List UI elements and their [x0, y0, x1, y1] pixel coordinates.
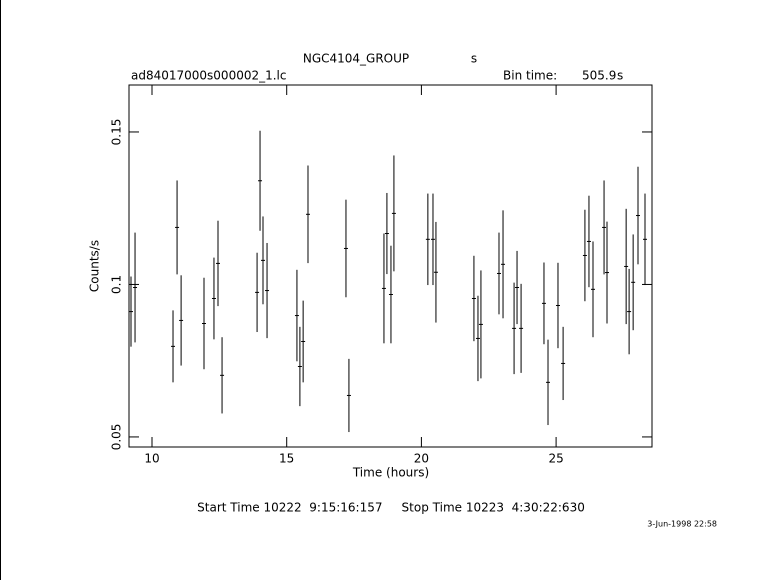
bin-time: 505.9 [582, 69, 616, 83]
date: 3-Jun-1998 22:58 [647, 520, 717, 529]
x-tick-label: 10 [144, 452, 159, 466]
x-tick-label: 20 [414, 452, 429, 466]
bin-time-unit: s [617, 69, 623, 83]
subtitle: ad84017000s000002_1.lc [131, 69, 287, 83]
y-tick-label: 0.15 [110, 119, 124, 146]
plot-frame [128, 84, 653, 448]
y-axis-label: Counts/s [88, 240, 102, 292]
bin-time-label: Bin time: [503, 69, 557, 83]
x-tick-label: 15 [279, 452, 294, 466]
y-tick-label: 0.1 [110, 275, 124, 294]
chart-title: NGC4104_GROUP [303, 52, 409, 66]
x-axis-label: Time (hours) [352, 466, 429, 480]
y-tick-label: 0.05 [110, 424, 124, 451]
footer: Start Time 10222 9:15:16:157 Stop Time 1… [197, 501, 585, 515]
title-unit: s [471, 52, 477, 66]
x-tick-label: 25 [548, 452, 563, 466]
